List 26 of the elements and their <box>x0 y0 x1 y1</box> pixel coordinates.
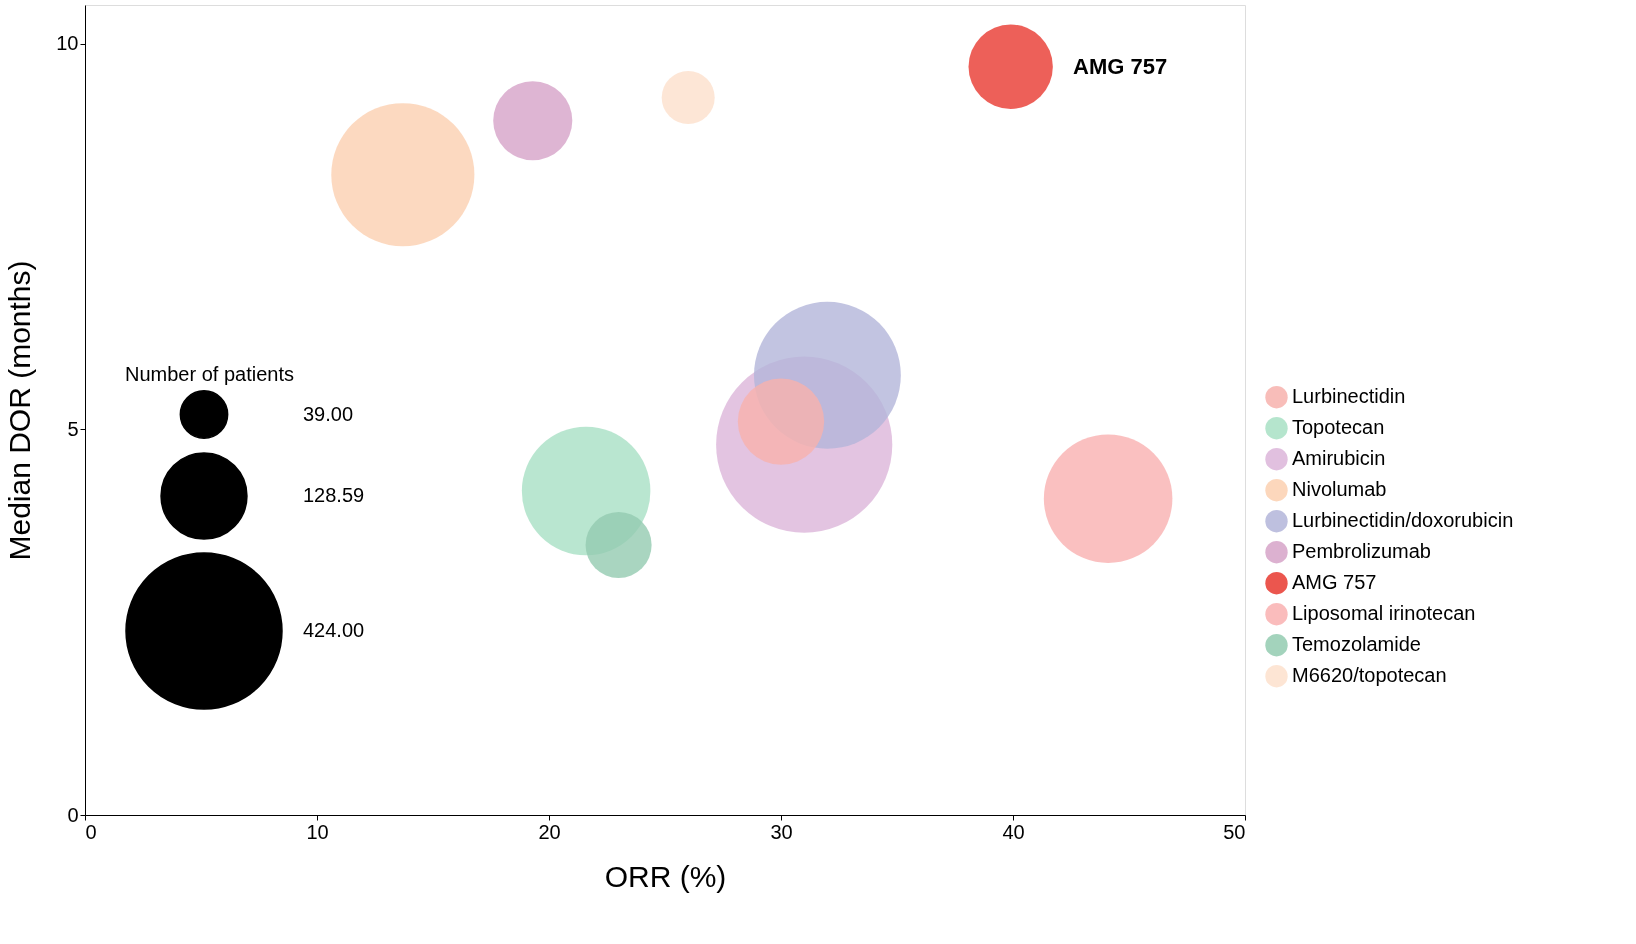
legend-label: AMG 757 <box>1292 571 1377 594</box>
x-tick-label: 50 <box>1223 820 1246 843</box>
x-tick-label: 40 <box>1002 820 1025 843</box>
x-axis-title: ORR (%) <box>604 859 727 893</box>
legend-label: M6620/topotecan <box>1292 664 1447 687</box>
y-tick-label: 10 <box>56 32 79 55</box>
y-axis-title: Median DOR (months) <box>3 260 37 561</box>
x-tick-label: 20 <box>538 820 561 843</box>
legend-label: Liposomal irinotecan <box>1292 602 1476 625</box>
y-tick-label: 0 <box>67 803 79 826</box>
x-tick-label: 30 <box>770 820 793 843</box>
legend-label: Lurbinectidin/doxorubicin <box>1292 509 1514 532</box>
legend-label: Amirubicin <box>1292 447 1386 470</box>
y-tick-label: 5 <box>67 417 79 440</box>
legend-label: Nivolumab <box>1292 478 1387 501</box>
legend-label: 424.00 <box>303 619 365 641</box>
annotation: AMG 757 <box>1073 53 1168 79</box>
x-tick-label: 0 <box>85 820 97 843</box>
legend-label: 39.00 <box>303 402 354 425</box>
x-tick-label: 10 <box>306 820 329 843</box>
legend-label: Pembrolizumab <box>1292 540 1431 563</box>
legend-label: Lurbinectidin <box>1292 385 1406 408</box>
legend-label: Topotecan <box>1292 416 1385 439</box>
legend-label: 128.59 <box>303 484 365 506</box>
legend-label: Temozolamide <box>1292 633 1421 656</box>
legend-title: Number of patients <box>125 363 294 385</box>
